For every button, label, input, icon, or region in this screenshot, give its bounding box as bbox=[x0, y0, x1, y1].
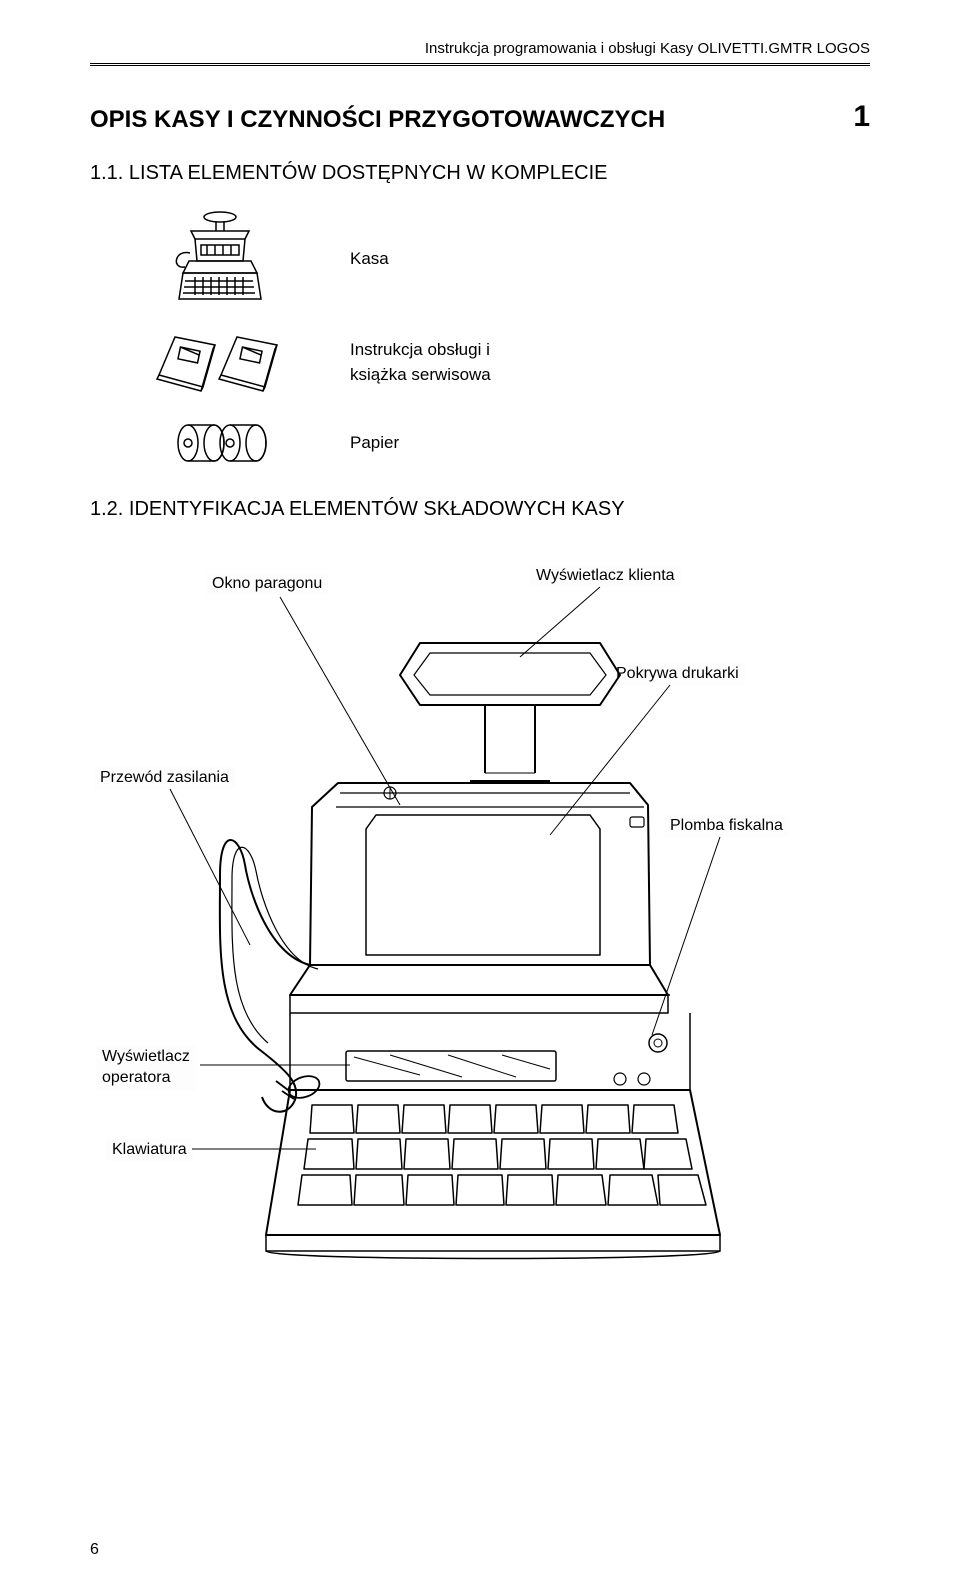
section-12-title: 1.2. IDENTYFIKACJA ELEMENTÓW SKŁADOWYCH … bbox=[90, 498, 870, 521]
paper-roll-icon bbox=[90, 415, 350, 470]
chapter-heading: OPIS KASY I CZYNNOŚCI PRZYGOTOWAWCZYCH 1 bbox=[90, 106, 870, 134]
manual-icon bbox=[90, 327, 350, 397]
kit-label-instrukcja-l2: książka serwisowa bbox=[350, 365, 491, 384]
kit-label-instrukcja-l1: Instrukcja obsługi i bbox=[350, 340, 490, 359]
kit-item-kasa: Kasa bbox=[90, 209, 870, 309]
document-header: Instrukcja programowania i obsługi Kasy … bbox=[90, 40, 870, 63]
cash-register-icon bbox=[90, 209, 350, 309]
kit-item-instrukcja: Instrukcja obsługi i książka serwisowa bbox=[90, 327, 870, 397]
header-rule-2 bbox=[90, 65, 870, 66]
page-number: 6 bbox=[90, 1541, 99, 1559]
diagram-svg bbox=[90, 545, 870, 1305]
kit-label-kasa: Kasa bbox=[350, 246, 389, 272]
kit-label-papier: Papier bbox=[350, 430, 399, 456]
kit-label-instrukcja: Instrukcja obsługi i książka serwisowa bbox=[350, 337, 491, 388]
chapter-title: OPIS KASY I CZYNNOŚCI PRZYGOTOWAWCZYCH bbox=[90, 106, 665, 134]
section-11-title: 1.1. LISTA ELEMENTÓW DOSTĘPNYCH W KOMPLE… bbox=[90, 162, 870, 185]
header-rule-1 bbox=[90, 63, 870, 64]
kit-item-papier: Papier bbox=[90, 415, 870, 470]
chapter-number: 1 bbox=[853, 100, 870, 134]
components-diagram: Okno paragonu Wyświetlacz klienta Pokryw… bbox=[90, 545, 870, 1305]
